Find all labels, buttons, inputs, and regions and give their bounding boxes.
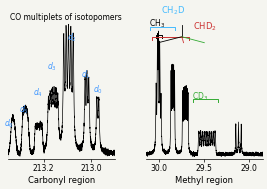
Text: $d_0$: $d_0$ <box>93 84 103 96</box>
Text: $d_5$: $d_5$ <box>19 104 28 116</box>
X-axis label: Methyl region: Methyl region <box>175 176 233 185</box>
X-axis label: Carbonyl region: Carbonyl region <box>28 176 95 185</box>
Text: CH$_2$D: CH$_2$D <box>161 4 185 17</box>
Text: $d_2$: $d_2$ <box>67 32 77 44</box>
Text: $d_1$: $d_1$ <box>81 69 91 81</box>
Text: $d_3$: $d_3$ <box>47 61 57 73</box>
Text: CHD$_2$: CHD$_2$ <box>194 20 217 33</box>
Text: CO multiplets of isotopomers: CO multiplets of isotopomers <box>10 13 122 22</box>
Text: CD$_3$: CD$_3$ <box>192 90 208 103</box>
Text: CH$_3$: CH$_3$ <box>148 17 165 30</box>
Text: $d_4$: $d_4$ <box>33 86 43 99</box>
Text: $d_6$: $d_6$ <box>4 118 14 130</box>
